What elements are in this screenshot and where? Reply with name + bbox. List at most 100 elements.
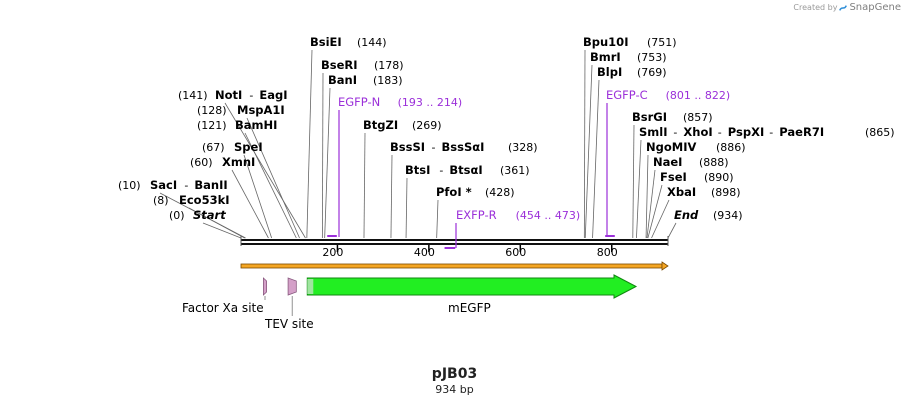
enzyme-site-ngomiv: NgoMIV (886) (645, 140, 746, 239)
feature-label: TEV site (264, 317, 314, 331)
enzyme-position: (183) (373, 74, 403, 87)
snapgene-logo-icon (839, 4, 848, 11)
enzyme-name: BlpI (597, 65, 622, 79)
enzyme-position: (865) (865, 126, 895, 139)
site-feature-shape (263, 277, 268, 296)
enzyme-name: End (674, 208, 699, 222)
enzyme-connector-line (202, 222, 242, 239)
enzyme-site-blpi: BlpI (769) (592, 65, 667, 239)
enzyme-name: XmnI (222, 155, 255, 169)
enzyme-name: BanI (328, 73, 357, 87)
enzyme-connector-line (324, 87, 331, 239)
feature-label: mEGFP (448, 301, 491, 315)
enzyme-connector-line (646, 169, 656, 239)
primer-range: (454 .. 473) (516, 209, 581, 222)
enzyme-site-pfoi: PfoI * (428) (436, 185, 515, 239)
enzyme-position: (361) (500, 164, 530, 177)
credit-prefix: Created by (793, 3, 838, 12)
enzyme-connector-line (667, 222, 677, 239)
enzyme-partner-name: PaeR7I (779, 125, 824, 139)
enzyme-connector-line (632, 124, 635, 239)
enzyme-name: BsiEI (310, 35, 342, 49)
enzyme-position: (141) (178, 89, 208, 102)
ruler-tick-label: 800 (597, 246, 618, 259)
enzyme-name: BmrI (590, 50, 621, 64)
enzyme-name: SpeI (234, 140, 263, 154)
enzyme-name: FseI (660, 170, 687, 184)
enzyme-position: (328) (508, 141, 538, 154)
enzyme-site-bseri: BseRI (178) (321, 58, 404, 239)
enzyme-site-smli: SmlI - XhoI - PspXI - PaeR7I (865) (636, 125, 895, 239)
enzyme-name: BssSI (390, 140, 425, 154)
enzyme-site-bsrgi: BsrGI (857) (632, 110, 713, 239)
enzyme-site-saci: SacI - BanII (10) (118, 178, 246, 239)
cds-arrow (306, 274, 638, 299)
ruler-tick-label: 600 (505, 246, 526, 259)
feature-megfp: mEGFP (306, 274, 638, 315)
enzyme-name: Start (193, 208, 226, 222)
enzyme-site-bsiei: BsiEI (144) (306, 35, 387, 239)
enzyme-site-bpu10i: Bpu10I (751) (583, 35, 677, 239)
enzyme-separator: - (769, 126, 773, 139)
enzyme-connector-line (224, 102, 306, 239)
enzyme-connector-line (363, 132, 366, 239)
enzyme-position: (753) (637, 51, 667, 64)
enzyme-name: XbaI (667, 185, 696, 199)
map-title-block: pJB03 934 bp (0, 366, 909, 396)
credit-brand: SnapGene (849, 2, 901, 13)
enzyme-position: (67) (202, 141, 225, 154)
enzyme-name: NaeI (653, 155, 682, 169)
enzyme-partner-name: PspXI (728, 125, 764, 139)
enzyme-connector-line (436, 199, 439, 239)
enzyme-position: (890) (704, 171, 734, 184)
cds-start-hatch (307, 279, 314, 294)
enzyme-site-end: End (934) (667, 208, 743, 239)
enzyme-separator: - (249, 89, 253, 102)
enzyme-position: (144) (357, 36, 387, 49)
primer-name: EGFP-C (606, 88, 648, 102)
enzyme-position: (0) (169, 209, 185, 222)
primer-egfp-c: EGFP-C (801 .. 822) (605, 88, 730, 237)
enzyme-partner-name: XhoI (683, 125, 712, 139)
enzyme-site-bsssi: BssSI - BssSαI (328) (390, 140, 538, 239)
enzyme-site-naei: NaeI (888) (646, 155, 729, 239)
enzyme-site-fsei: FseI (890) (647, 170, 734, 239)
enzyme-connector-line (592, 79, 600, 239)
enzyme-position: (886) (716, 141, 746, 154)
feature-tev-site: TEV site (264, 277, 314, 331)
primer-range: (801 .. 822) (666, 89, 731, 102)
enzyme-position: (751) (647, 36, 677, 49)
enzyme-name: BtsI (405, 163, 430, 177)
enzyme-name: Bpu10I (583, 35, 628, 49)
enzyme-site-bamhi: BamHI (121) (197, 118, 297, 239)
enzyme-connector-line (636, 139, 642, 239)
enzyme-name: PfoI * (436, 185, 472, 199)
enzyme-connector-line (246, 117, 300, 239)
enzyme-position: (428) (485, 186, 515, 199)
enzyme-partner-name: EagI (259, 88, 287, 102)
enzyme-position: (269) (412, 119, 442, 132)
enzyme-position: (857) (683, 111, 713, 124)
enzyme-site-xmni: XmnI (60) (190, 155, 269, 239)
enzyme-position: (769) (637, 66, 667, 79)
sequence-ruler-arrowhead (661, 261, 669, 271)
feature-factor-xa-site: Factor Xa site (182, 277, 268, 315)
enzyme-separator: - (718, 126, 722, 139)
enzyme-site-start: Start (0) (169, 208, 242, 239)
enzyme-connector-line (231, 169, 269, 239)
enzyme-name: SacI (150, 178, 177, 192)
plasmid-name: pJB03 (431, 366, 478, 382)
enzyme-name: NotI (215, 88, 242, 102)
enzyme-connector-line (583, 49, 586, 239)
plasmid-size: 934 bp (435, 383, 474, 396)
enzyme-site-bmri: BmrI (753) (584, 50, 667, 239)
enzyme-position: (128) (197, 104, 227, 117)
enzyme-separator: - (673, 126, 677, 139)
enzyme-site-noti: NotI - EagI (141) (178, 88, 306, 239)
enzyme-site-bani: BanI (183) (324, 73, 403, 239)
enzyme-separator: - (432, 141, 436, 154)
enzyme-name: BsrGI (632, 110, 667, 124)
enzyme-position: (178) (374, 59, 404, 72)
primer-exfp-r: EXFP-R (454 .. 473) (444, 208, 581, 249)
